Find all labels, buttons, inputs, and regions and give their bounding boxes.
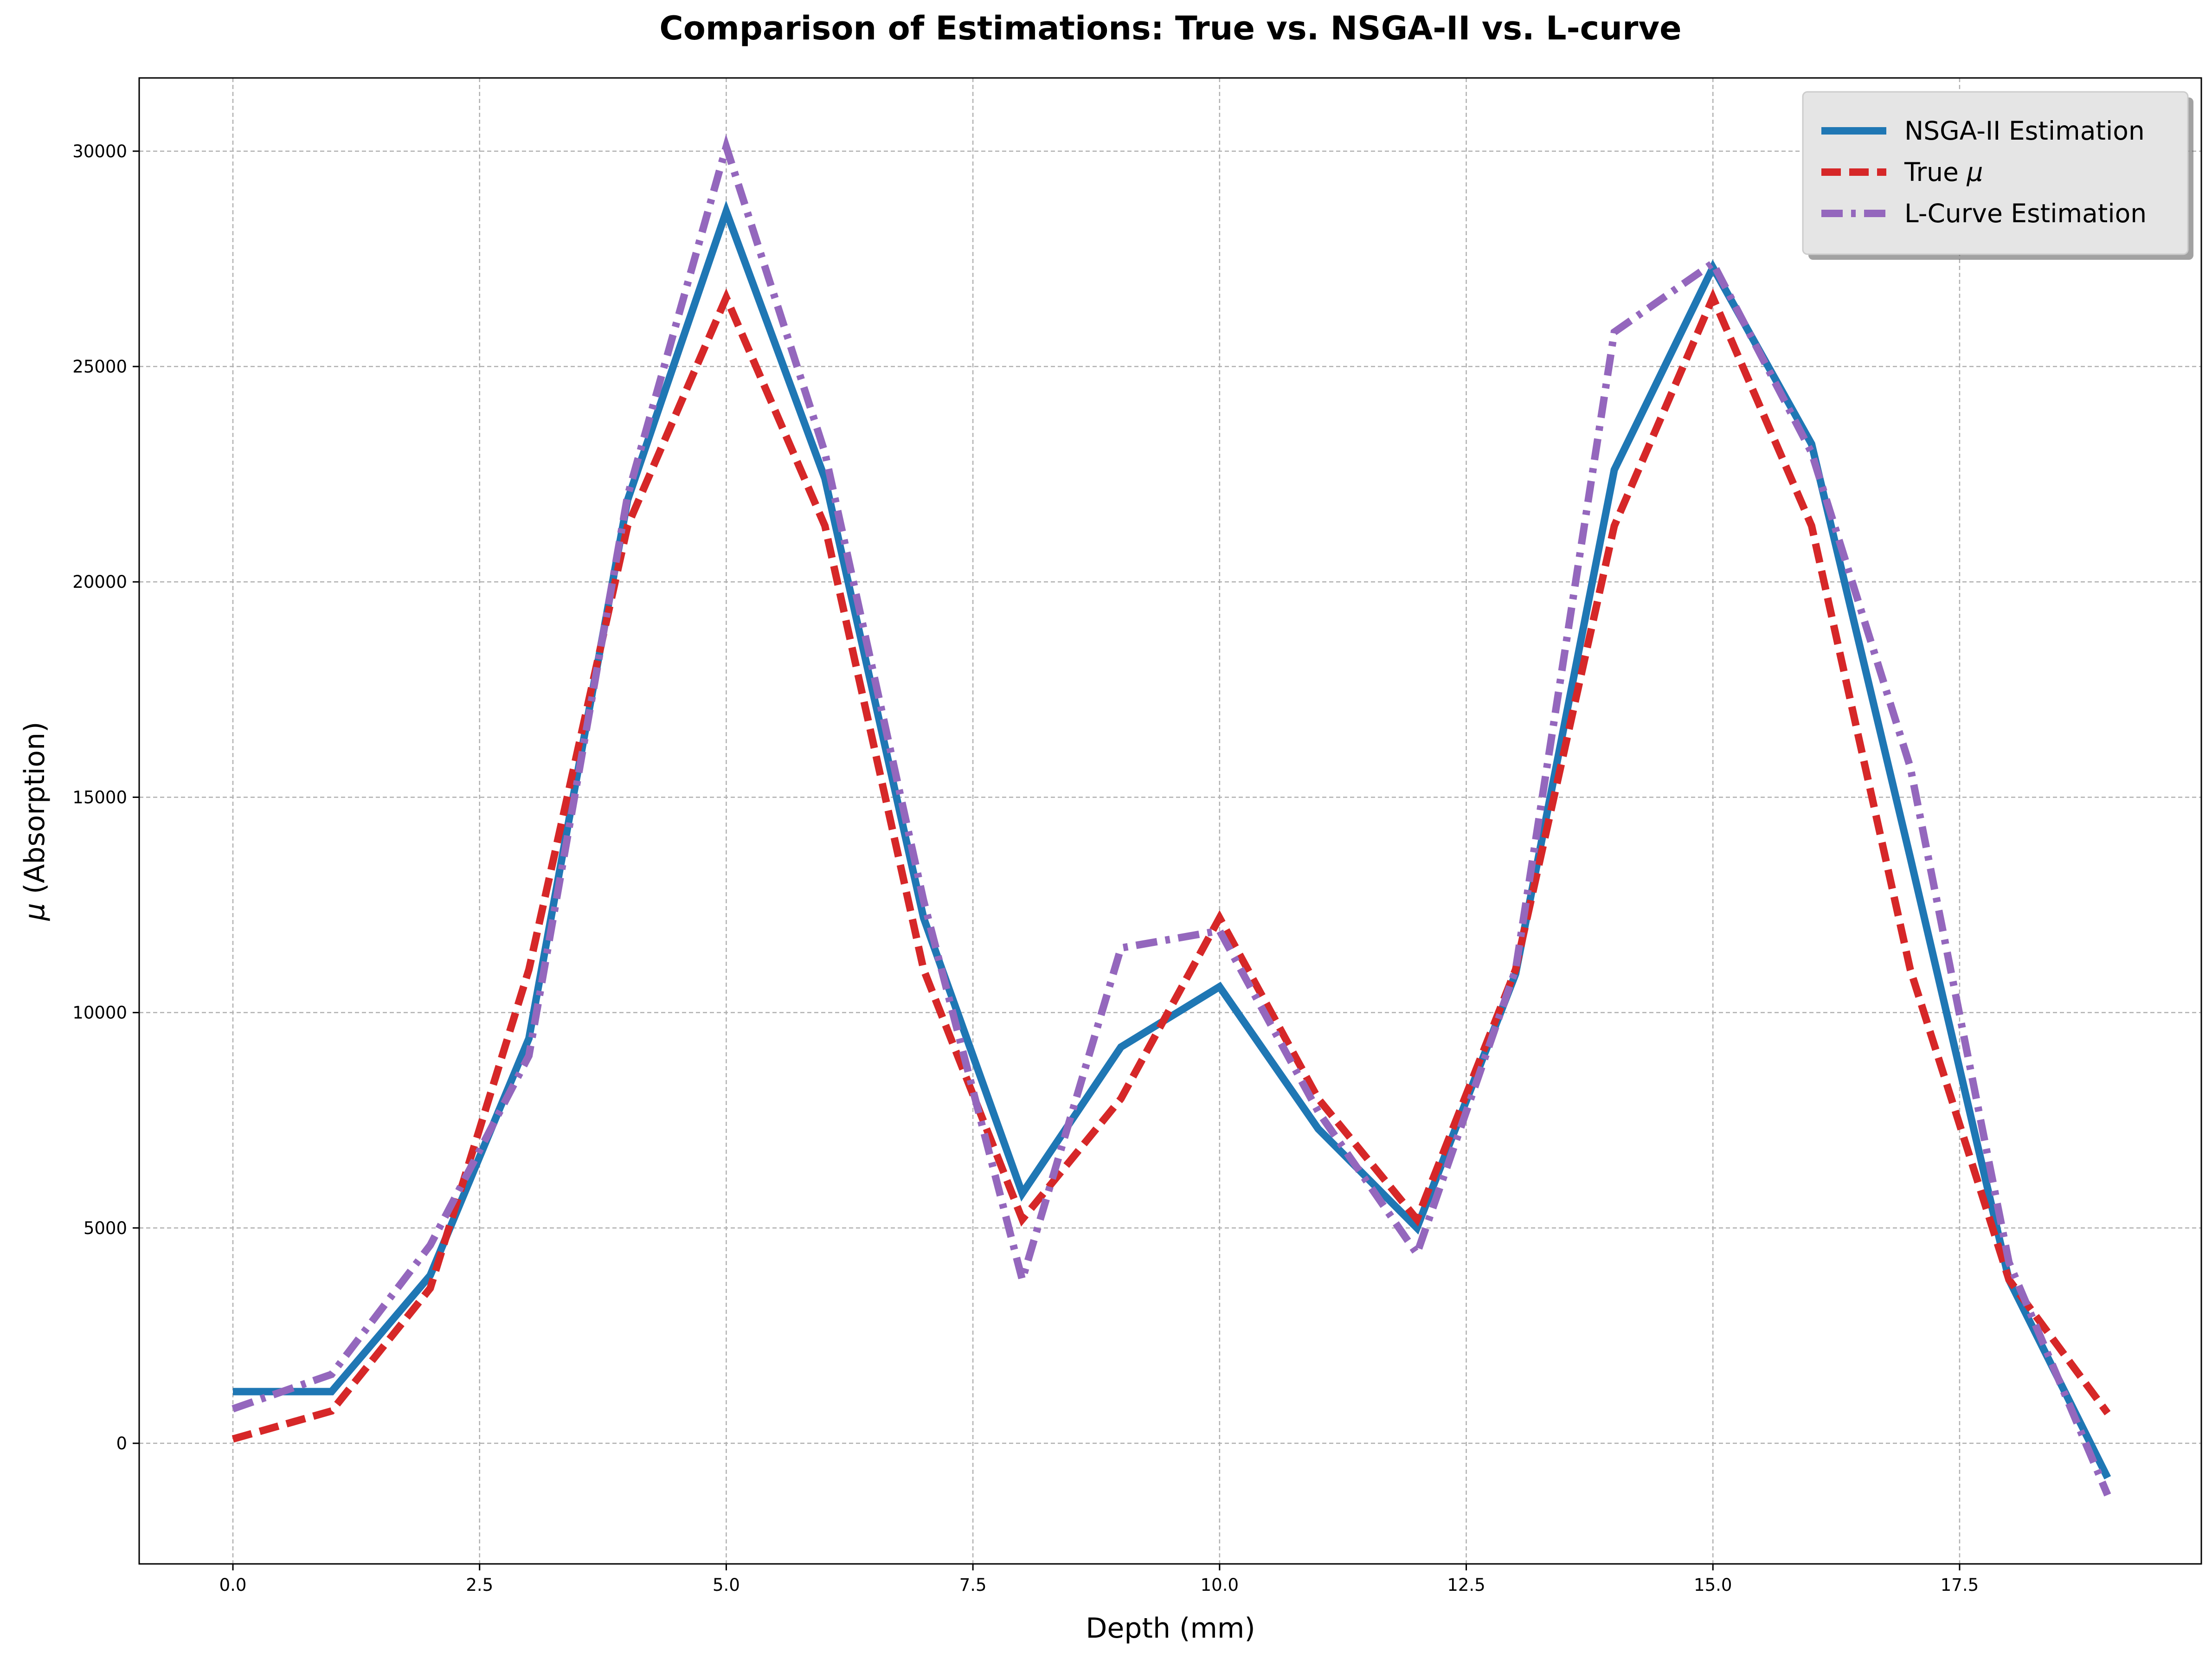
y-axis-label-symbol: μ — [19, 903, 51, 921]
grid-lines — [139, 78, 2201, 1564]
plot-area-frame — [138, 77, 2202, 1565]
legend-entry-text: True — [1904, 157, 1967, 187]
y-tick-label: 25000 — [72, 357, 127, 377]
x-axis-label: Depth (mm) — [1086, 1612, 1255, 1645]
y-tick-label: 30000 — [72, 141, 127, 161]
y-tick-label: 15000 — [72, 787, 127, 807]
y-axis-label-text: (Absorption) — [19, 722, 51, 903]
y-tick-label: 10000 — [72, 1003, 127, 1023]
legend-entry-text: L-Curve Estimation — [1904, 199, 2147, 228]
x-tick-label: 10.0 — [1201, 1575, 1239, 1595]
legend-entry-label: True μ — [1904, 157, 1983, 187]
legend-entry-symbol: μ — [1966, 157, 1983, 187]
y-axis-label: μ (Absorption) — [19, 722, 51, 921]
y-tick-label: 20000 — [72, 572, 127, 592]
x-tick-label: 2.5 — [466, 1575, 493, 1595]
x-tick-label: 5.0 — [713, 1575, 740, 1595]
legend: NSGA-II Estimation True μ L-Curve Estimati… — [1802, 91, 2193, 260]
series-line-l-curve-estimation — [231, 134, 2111, 1497]
x-tick-label: 7.5 — [959, 1575, 987, 1595]
legend-entry-text: NSGA-II Estimation — [1904, 116, 2145, 146]
chart-title: Comparison of Estimations: True vs. NSGA… — [659, 9, 1681, 47]
axis-ticks: 0.0 2.5 5.0 7.5 10.0 12.5 15.0 17.5 0 5000 10000 15… — [72, 141, 1979, 1595]
series-line-true — [231, 288, 2111, 1443]
legend-entry-label: NSGA-II Estimation — [1904, 116, 2145, 146]
y-tick-label: 0 — [116, 1434, 127, 1453]
legend-box — [1802, 91, 2189, 255]
legend-entry-label: L-Curve Estimation — [1904, 199, 2147, 228]
y-tick-label: 5000 — [84, 1218, 127, 1238]
x-tick-label: 0.0 — [219, 1575, 247, 1595]
x-tick-label: 15.0 — [1694, 1575, 1732, 1595]
data-series — [231, 134, 2111, 1497]
x-tick-label: 12.5 — [1447, 1575, 1485, 1595]
x-tick-label: 17.5 — [1941, 1575, 1979, 1595]
